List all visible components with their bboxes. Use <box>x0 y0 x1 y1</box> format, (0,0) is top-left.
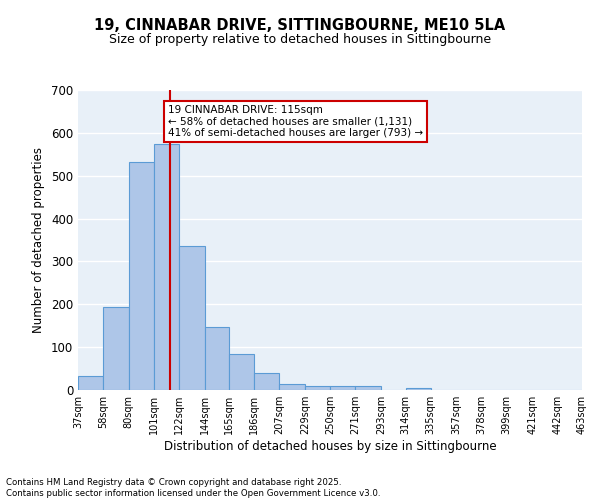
Bar <box>78 376 103 390</box>
Bar <box>179 246 205 390</box>
Text: 19, CINNABAR DRIVE, SITTINGBOURNE, ME10 5LA: 19, CINNABAR DRIVE, SITTINGBOURNE, ME10 … <box>94 18 506 32</box>
Bar <box>406 388 431 390</box>
Text: Contains HM Land Registry data © Crown copyright and database right 2025.
Contai: Contains HM Land Registry data © Crown c… <box>6 478 380 498</box>
X-axis label: Distribution of detached houses by size in Sittingbourne: Distribution of detached houses by size … <box>164 440 496 453</box>
Y-axis label: Number of detached properties: Number of detached properties <box>32 147 46 333</box>
Bar <box>229 354 254 390</box>
Bar <box>103 308 129 390</box>
Bar <box>279 384 305 390</box>
Text: Size of property relative to detached houses in Sittingbourne: Size of property relative to detached ho… <box>109 32 491 46</box>
Bar <box>305 386 330 390</box>
Bar <box>205 327 229 390</box>
Bar <box>330 386 355 390</box>
Text: 19 CINNABAR DRIVE: 115sqm
← 58% of detached houses are smaller (1,131)
41% of se: 19 CINNABAR DRIVE: 115sqm ← 58% of detac… <box>168 105 423 138</box>
Bar <box>355 386 381 390</box>
Bar <box>129 162 154 390</box>
Bar <box>154 144 179 390</box>
Bar <box>254 373 279 390</box>
